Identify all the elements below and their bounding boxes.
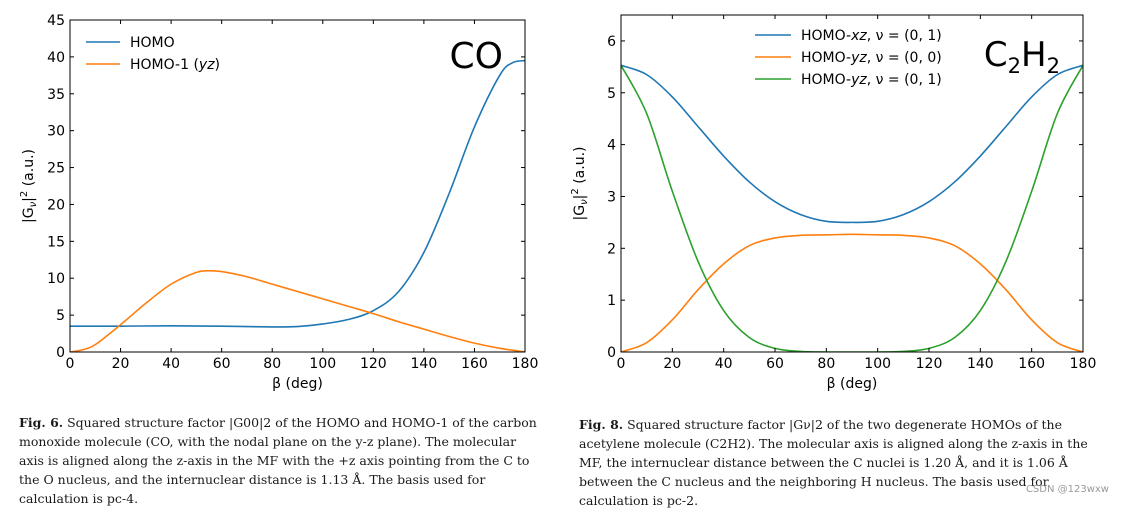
x-tick-label: 140 [967,356,994,372]
x-tick-label: 40 [715,356,733,372]
y-tick-label: 6 [607,34,616,50]
x-tick-label: 20 [663,356,681,372]
y-tick-label: 4 [607,138,616,154]
caption-fig6-label: Fig. 6. [19,415,64,430]
caption-fig8-text: Squared structure factor |Gν|2 of the tw… [579,417,1088,508]
x-tick-label: 100 [309,356,336,372]
series-line-2 [621,233,1083,352]
legend-label: HOMO-yz, ν = (0, 0) [801,50,942,66]
x-tick-label: 160 [1018,356,1045,372]
plot-frame [69,19,526,353]
x-tick-label: 80 [263,356,281,372]
y-tick-label: 20 [47,197,65,213]
x-axis-label: β (deg) [827,376,878,392]
y-axis-label: |Gν|2 (a.u.) [19,149,39,223]
y-tick-label: 35 [47,87,65,103]
plot-frame [620,14,1084,353]
molecule-annotation: C2H2 [984,35,1060,78]
figure-panels: 0 20 40 60 80 100 120 140 160 1800510152025303540… [19,13,1097,392]
y-tick-label: 0 [56,345,65,361]
legend-label: HOMO [130,35,175,51]
y-tick-label: 25 [47,161,65,177]
x-tick-label: 60 [213,356,231,372]
caption-fig6: Fig. 6. Squared structure factor |G00|2 … [19,413,543,508]
series-line-1 [621,64,1083,224]
x-tick-label: 20 [112,356,130,372]
y-tick-label: 2 [607,241,616,257]
y-tick-label: 40 [47,50,65,66]
molecule-annotation: CO [450,36,503,77]
caption-fig8: Fig. 8. Squared structure factor |Gν|2 o… [579,415,1103,510]
y-tick-label: 0 [607,345,616,361]
legend-label: HOMO-yz, ν = (0, 1) [801,72,942,88]
series-line-3 [621,64,1083,352]
legend-label: HOMO-1 (yz) [130,57,220,73]
series-line-1 [70,59,525,328]
chart-co: 0 20 40 60 80 100 120 140 160 180 0 5 10 15 20 25 30 35 40… [19,13,538,392]
y-tick-label: 1 [607,293,616,309]
series-line-2 [70,269,525,352]
legend-label: HOMO-xz, ν = (0, 1) [801,28,942,44]
watermark: CSDN @123wxw [1025,484,1109,495]
y-tick-label: 5 [607,86,616,102]
x-tick-label: 180 [1070,356,1097,372]
x-tick-label: 0 [617,356,626,372]
x-tick-label: 140 [411,356,438,372]
caption-fig6-text: Squared structure factor |G00|2 of the H… [19,415,537,506]
x-tick-label: 180 [512,356,539,372]
y-tick-label: 3 [607,189,616,205]
x-tick-label: 60 [766,356,784,372]
y-tick-label: 45 [47,13,65,29]
x-tick-label: 160 [461,356,488,372]
x-tick-label: 80 [817,356,835,372]
x-tick-label: 40 [162,356,180,372]
x-tick-label: 0 [66,356,75,372]
x-tick-label: 120 [360,356,387,372]
y-tick-label: 5 [56,308,65,324]
x-axis-label: β (deg) [272,376,323,392]
x-tick-label: 120 [916,356,943,372]
chart-c2h2: 0 20 40 60 80 100 120 140 160 180 0 1 2 3 4 5 6 β (deg) |G… [570,14,1097,392]
y-axis-label: |Gν|2 (a.u.) [570,147,590,221]
y-tick-label: 10 [47,271,65,287]
y-tick-label: 30 [47,124,65,140]
y-tick-label: 15 [47,234,65,250]
x-tick-label: 100 [864,356,891,372]
caption-fig8-label: Fig. 8. [579,417,624,432]
